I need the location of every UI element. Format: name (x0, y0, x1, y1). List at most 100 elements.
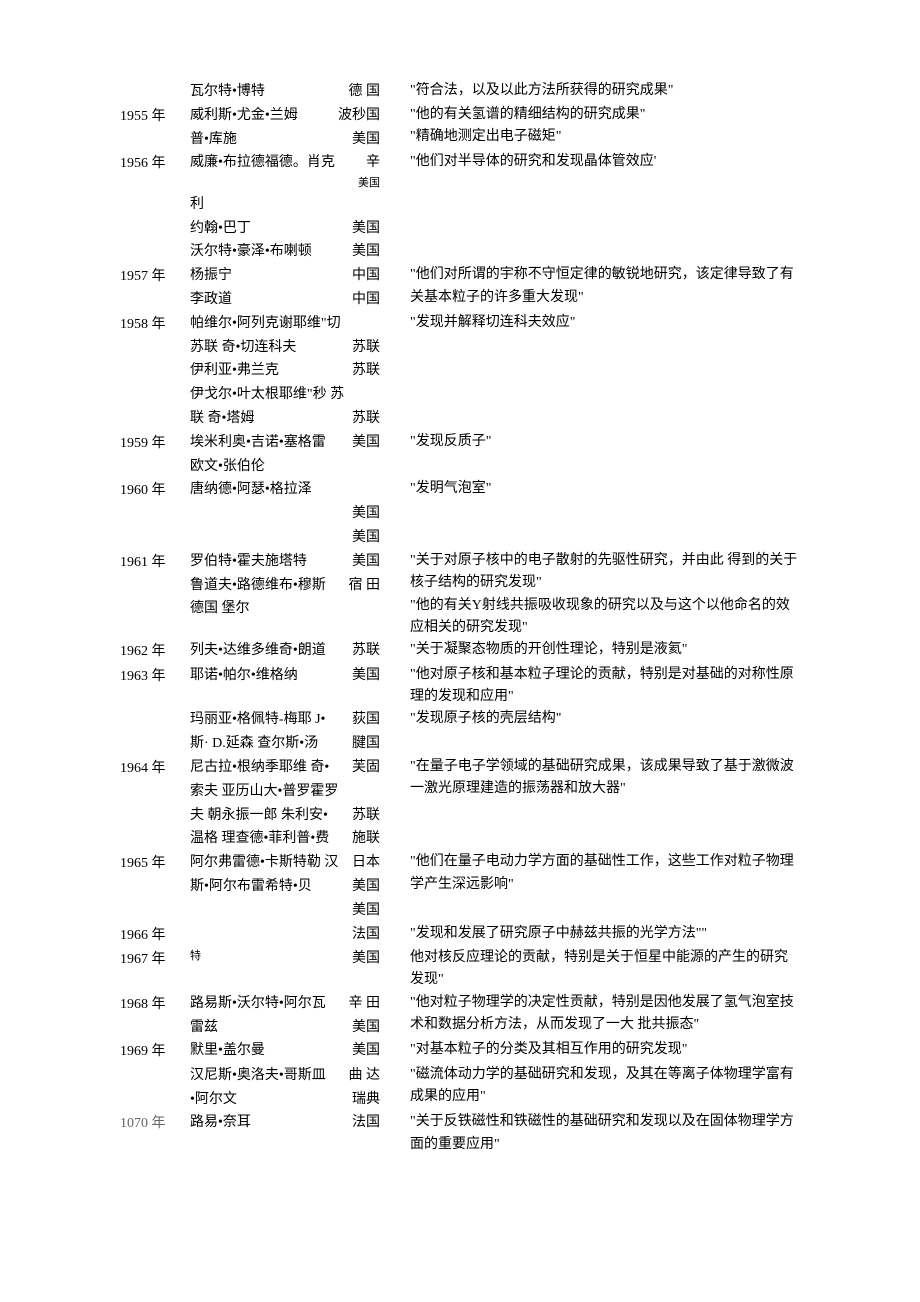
laureate-country: 美国 (352, 526, 380, 550)
laureate-line: •阿尔文瑞典 (190, 1088, 380, 1112)
laureate-country: 苏联 (352, 639, 380, 663)
laureate-name: 李政道 (190, 288, 232, 312)
laureate-name: 鲁道夫•路德维布•穆斯 (190, 574, 326, 598)
laureates-cell: 路易斯•沃尔特•阿尔瓦辛 田雷兹美国 (190, 992, 380, 1040)
laureates-cell: 默里•盖尔曼美国 (190, 1039, 380, 1063)
laureate-line: 罗伯特•霍夫施塔特美国 (190, 550, 380, 574)
laureate-name: 索夫 亚历山大•普罗霍罗 (190, 780, 338, 804)
year-cell: 1963 年 (120, 664, 190, 688)
laureate-name: 杨振宁 (190, 264, 232, 288)
year-cell: 1960 年 (120, 478, 190, 502)
laureate-country: 施联 (352, 827, 380, 851)
laureate-name: 沃尔特•豪泽•布喇顿 (190, 240, 312, 264)
laureate-country: 苏联 (352, 407, 380, 431)
entry-row: 1969 年默里•盖尔曼美国"对基本粒子的分类及其相互作用的研究发现" (120, 1039, 800, 1063)
laureate-country: 荻国 (352, 708, 380, 732)
year-cell (120, 1064, 190, 1066)
entry-row: 1960 年唐纳德•阿瑟•格拉泽美国美国"发明气泡室" (120, 478, 800, 549)
laureate-name: 苏联 奇•切连科夫 (190, 336, 296, 360)
laureate-line: 玛丽亚•格佩特-梅耶 J•荻国 (190, 708, 380, 732)
entry-row: 1961 年罗伯特•霍夫施塔特美国鲁道夫•路德维布•穆斯宿 田德国 堡尔"关于对… (120, 550, 800, 640)
laureate-line: 汉尼斯•奥洛夫•哥斯皿曲 达 (190, 1064, 380, 1088)
laureates-cell: 威廉•布拉德福德。肖克辛美国利约翰•巴丁美国沃尔特•豪泽•布喇顿美国 (190, 151, 380, 264)
laureate-country: 辛 (366, 151, 380, 175)
laureate-line: 普•库施美国 (190, 128, 380, 152)
laureate-name: 埃米利奥•吉诺•塞格雷 (190, 431, 326, 455)
year-cell (120, 80, 190, 82)
laureate-country: 美国 (352, 240, 380, 264)
description-cell: "他对粒子物理学的决定性贡献，特别是因他发展了氢气泡室技术和数据分析方法，从而发… (380, 992, 800, 1037)
laureate-name: 伊利亚•弗兰克 (190, 359, 279, 383)
laureate-country: 曲 达 (349, 1064, 381, 1088)
laureate-name: 温格 理查德•菲利普•费 (190, 827, 329, 851)
laureate-line: 沃尔特•豪泽•布喇顿 美国 (190, 240, 380, 264)
entry-row: 1968 年路易斯•沃尔特•阿尔瓦辛 田雷兹美国"他对粒子物理学的决定性贡献，特… (120, 992, 800, 1040)
laureate-line: 温格 理查德•菲利普•费施联 (190, 827, 380, 851)
laureate-country: 芙固 (352, 756, 380, 780)
laureate-country: 美国 (352, 875, 380, 899)
year-cell: 1958 年 (120, 312, 190, 336)
laureates-cell: 帕维尔•阿列克谢耶维"切苏联 奇•切连科夫苏联伊利亚•弗兰克苏联伊戈尔•叶太根耶… (190, 312, 380, 431)
laureate-line: 帕维尔•阿列克谢耶维"切 (190, 312, 380, 336)
laureate-country: 波秒国 (338, 104, 380, 128)
laureate-country: 中国 (352, 288, 380, 312)
laureate-country-small: 美国 (190, 175, 380, 193)
laureate-line: 默里•盖尔曼美国 (190, 1039, 380, 1063)
laureate-line: 路易斯•沃尔特•阿尔瓦辛 田 (190, 992, 380, 1016)
laureate-name: 威利斯•尤金•兰姆 (190, 104, 298, 128)
description-cell: "磁流体动力学的基础研究和发现，及其在等离子体物理学富有成果的应用" (380, 1064, 800, 1109)
year-cell: 1968 年 (120, 992, 190, 1016)
laureate-country: 苏联 (352, 804, 380, 828)
year-cell: 1966 年 (120, 923, 190, 947)
description-cell: "关于凝聚态物质的开创性理论，特别是液氦" (380, 639, 800, 661)
laureate-name: 路易斯•沃尔特•阿尔瓦 (190, 992, 326, 1016)
laureates-cell: 罗伯特•霍夫施塔特美国鲁道夫•路德维布•穆斯宿 田德国 堡尔 (190, 550, 380, 621)
entry-row: 1070 年路易•奈耳法国"关于反铁磁性和铁磁性的基础研究和发现以及在固体物理学… (120, 1111, 800, 1156)
laureate-name: 雷兹 (190, 1016, 218, 1040)
entry-row: 1956 年威廉•布拉德福德。肖克辛美国利约翰•巴丁美国沃尔特•豪泽•布喇顿美国… (120, 151, 800, 264)
entry-row: 1963 年耶诺•帕尔•维格纳美国"他对原子核和基本粒子理论的贡献，特别是对基础… (120, 664, 800, 709)
entry-row: 玛丽亚•格佩特-梅耶 J•荻国斯· D.延森 查尔斯•汤腱国"发现原子核的壳层结… (120, 708, 800, 756)
laureates-cell: 法国 (190, 923, 380, 947)
laureate-line: 斯•阿尔布雷希特•贝美国 (190, 875, 380, 899)
entry-row: 1966 年法国"发现和发展了研究原子中赫兹共振的光学方法"" (120, 923, 800, 947)
laureate-name: 约翰•巴丁 (190, 217, 251, 241)
description-cell: "发现反质子" (380, 431, 800, 453)
laureate-country: 美国 (352, 899, 380, 923)
description-cell: "发现并解释切连科夫效应" (380, 312, 800, 334)
laureate-country: 法国 (352, 1111, 380, 1135)
year-cell: 1967 年 (120, 947, 190, 971)
laureate-name: 列夫•达维多维奇•朗道 (190, 639, 326, 663)
laureates-cell: 威利斯•尤金•兰姆 波秒国普•库施美国 (190, 104, 380, 152)
laureates-cell: 瓦尔特•博特德 国 (190, 80, 380, 104)
desc-line: "他的有关氢谱的精细结构的研究成果" (410, 104, 800, 126)
laureate-line: 威利斯•尤金•兰姆 波秒国 (190, 104, 380, 128)
description-cell: "对基本粒子的分类及其相互作用的研究发现" (380, 1039, 800, 1061)
desc-line: "关于对原子核中的电子散射的先驱性研究，并由此 得到的关于核子结构的研究发现" (410, 550, 800, 595)
description-cell: "发明气泡室" (380, 478, 800, 500)
laureate-country: 日本 (352, 851, 380, 875)
laureate-line: 威廉•布拉德福德。肖克辛 (190, 151, 380, 175)
entry-row: 瓦尔特•博特德 国"符合法，以及以此方法所获得的研究成果" (120, 80, 800, 104)
laureate-name: 瓦尔特•博特 (190, 80, 265, 104)
laureates-cell: 玛丽亚•格佩特-梅耶 J•荻国斯· D.延森 查尔斯•汤腱国 (190, 708, 380, 756)
entry-row: 1964 年尼古拉•根纳季耶维 奇•芙固索夫 亚历山大•普罗霍罗夫 朝永振一郎 … (120, 756, 800, 851)
laureates-cell: 路易•奈耳法国 (190, 1111, 380, 1135)
entry-row: 1967 年特美国他对核反应理论的贡献，特别是关于恒星中能源的产生的研究发现" (120, 947, 800, 992)
year-cell: 1957 年 (120, 264, 190, 288)
laureate-name: 耶诺•帕尔•维格纳 (190, 664, 298, 688)
laureate-country: 瑞典 (352, 1088, 380, 1112)
desc-line: "精确地测定出电子磁矩" (410, 126, 800, 148)
laureate-line: 特美国 (190, 947, 380, 971)
laureate-country: 腱国 (352, 732, 380, 756)
entry-row: 1965 年阿尔弗雷德•卡斯特勒 汉日本斯•阿尔布雷希特•贝美国美国"他们在量子… (120, 851, 800, 922)
laureate-country: 苏联 (352, 336, 380, 360)
laureate-line: 夫 朝永振一郎 朱利安•苏联 (190, 804, 380, 828)
laureate-line: 埃米利奥•吉诺•塞格雷 美国 (190, 431, 380, 455)
laureate-name: 特 (190, 947, 201, 971)
laureate-country: 中国 (352, 264, 380, 288)
laureate-name: 汉尼斯•奥洛夫•哥斯皿 (190, 1064, 326, 1088)
laureate-country: 美国 (352, 431, 380, 455)
entry-row: 1962 年列夫•达维多维奇•朗道苏联"关于凝聚态物质的开创性理论，特别是液氦" (120, 639, 800, 663)
laureates-cell: 特美国 (190, 947, 380, 971)
